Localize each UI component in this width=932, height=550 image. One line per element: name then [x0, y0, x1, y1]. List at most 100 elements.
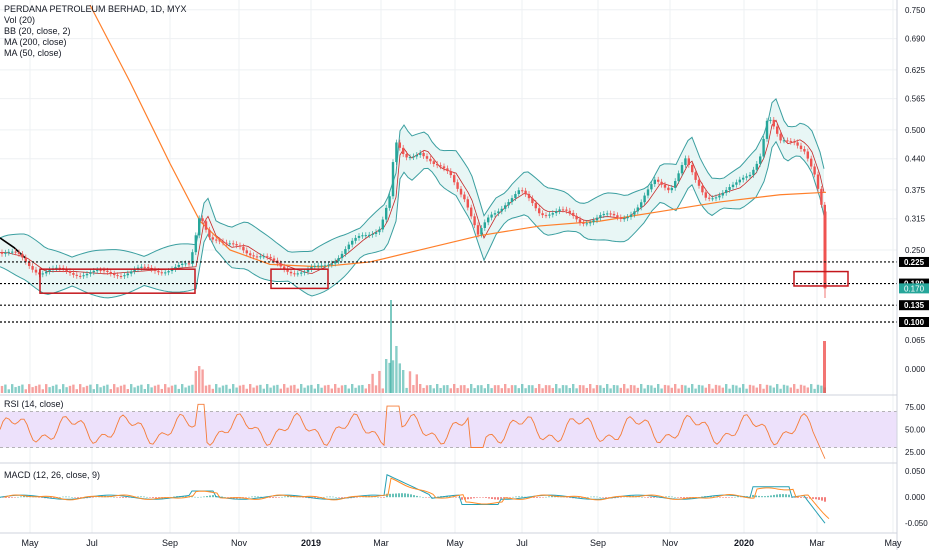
- volume-bar: [255, 385, 259, 393]
- rsi-label[interactable]: RSI (14, close): [4, 399, 64, 409]
- macd-histogram-bar: [260, 496, 262, 498]
- candle-body: [670, 187, 673, 191]
- volume-bar: [589, 384, 592, 393]
- candle-body: [194, 235, 197, 253]
- volume-bar: [31, 387, 34, 393]
- volume-bar: [759, 384, 762, 393]
- volume-bar: [657, 384, 660, 393]
- volume-bar: [354, 387, 357, 393]
- x-tick-label: May: [21, 538, 39, 548]
- candle-body: [527, 193, 531, 199]
- candle-body: [708, 197, 711, 199]
- candle-body: [742, 177, 745, 180]
- volume-bar: [606, 384, 609, 393]
- candle-body: [211, 237, 214, 240]
- macd-histogram-bar: [383, 497, 385, 498]
- volume-bar: [11, 384, 14, 393]
- volume-bar: [551, 388, 554, 393]
- candle-body: [130, 271, 133, 274]
- volume-bar: [364, 388, 367, 393]
- candle-body: [289, 271, 293, 274]
- indicator-ma50-label[interactable]: MA (50, close): [4, 48, 62, 58]
- volume-bar: [218, 387, 221, 393]
- indicator-bb-label[interactable]: BB (20, close, 2): [4, 26, 71, 36]
- volume-bar: [368, 384, 371, 393]
- volume-bar: [109, 389, 112, 393]
- candle-body: [453, 175, 456, 183]
- price-tick-label: 0.375: [905, 186, 926, 195]
- volume-bar: [480, 385, 483, 393]
- candle-body: [327, 264, 330, 266]
- volume-bar: [408, 371, 412, 393]
- volume-bar: [527, 385, 531, 393]
- macd-histogram-bar: [479, 497, 481, 498]
- macd-label[interactable]: MACD (12, 26, close, 9): [4, 470, 101, 480]
- price-tick-label: 0.440: [905, 155, 926, 164]
- candle-body: [286, 269, 289, 272]
- volume-bar: [0, 385, 4, 393]
- macd-histogram-bar: [665, 496, 667, 498]
- candle-body: [796, 142, 799, 146]
- macd-histogram-bar: [788, 494, 790, 498]
- volume-bar: [765, 384, 769, 393]
- volume-bar: [558, 388, 561, 393]
- indicator-ma200-label[interactable]: MA (200, close): [4, 37, 67, 47]
- macd-histogram-bar: [128, 497, 130, 498]
- candle-body: [371, 233, 374, 235]
- candle-body: [191, 252, 194, 264]
- macd-histogram-bar: [752, 494, 754, 498]
- volume-bar: [330, 388, 333, 393]
- candle-body: [446, 168, 449, 172]
- volume-bar: [595, 385, 599, 393]
- macd-histogram-bar: [710, 496, 712, 498]
- macd-histogram-bar: [113, 496, 115, 498]
- volume-bar: [415, 374, 418, 393]
- candle-body: [55, 267, 58, 269]
- candle-body: [344, 249, 347, 254]
- rsi-band: [0, 411, 897, 448]
- candle-body: [490, 214, 493, 218]
- price-tick-label: 0.690: [905, 35, 926, 44]
- volume-tick-label: 0.065: [905, 336, 926, 345]
- candle-body: [119, 276, 123, 278]
- macd-histogram-bar: [437, 496, 439, 498]
- macd-histogram-bar: [17, 496, 19, 498]
- volume-bar: [198, 366, 201, 393]
- macd-histogram-bar: [500, 497, 502, 499]
- macd-histogram-bar: [548, 496, 550, 498]
- macd-histogram-bar: [410, 494, 412, 498]
- rsi-pane: [0, 403, 897, 459]
- volume-bar: [640, 384, 643, 393]
- candle-body: [347, 244, 350, 250]
- volume-bar: [320, 387, 323, 393]
- macd-histogram-bar: [116, 497, 118, 498]
- volume-bar: [269, 387, 272, 393]
- rsi-line: [0, 403, 826, 459]
- candle-body: [340, 253, 344, 259]
- x-tick-label: Mar: [373, 538, 389, 548]
- volume-bar: [602, 387, 605, 393]
- indicator-volume-label[interactable]: Vol (20): [4, 15, 36, 25]
- macd-histogram-bar: [509, 497, 511, 498]
- macd-histogram-bar: [173, 496, 175, 498]
- macd-histogram-bar: [467, 497, 469, 500]
- macd-histogram-bar: [5, 497, 7, 498]
- macd-histogram-bar: [821, 497, 823, 501]
- candle-body: [568, 210, 571, 213]
- candle-body: [266, 256, 269, 258]
- candle-body: [412, 156, 415, 158]
- macd-histogram-bar: [653, 497, 655, 498]
- macd-histogram-bar: [782, 494, 784, 498]
- candle-body: [772, 119, 775, 127]
- candle-body: [606, 213, 609, 215]
- macd-histogram-bar: [470, 497, 472, 499]
- candle-body: [262, 256, 265, 258]
- macd-histogram-bar: [323, 496, 325, 498]
- macd-histogram-bar: [446, 496, 448, 498]
- candle-body: [235, 244, 238, 246]
- candle-body: [595, 217, 599, 221]
- macd-histogram-bar: [785, 494, 787, 498]
- volume-bar: [296, 388, 299, 393]
- macd-histogram-bar: [455, 497, 457, 498]
